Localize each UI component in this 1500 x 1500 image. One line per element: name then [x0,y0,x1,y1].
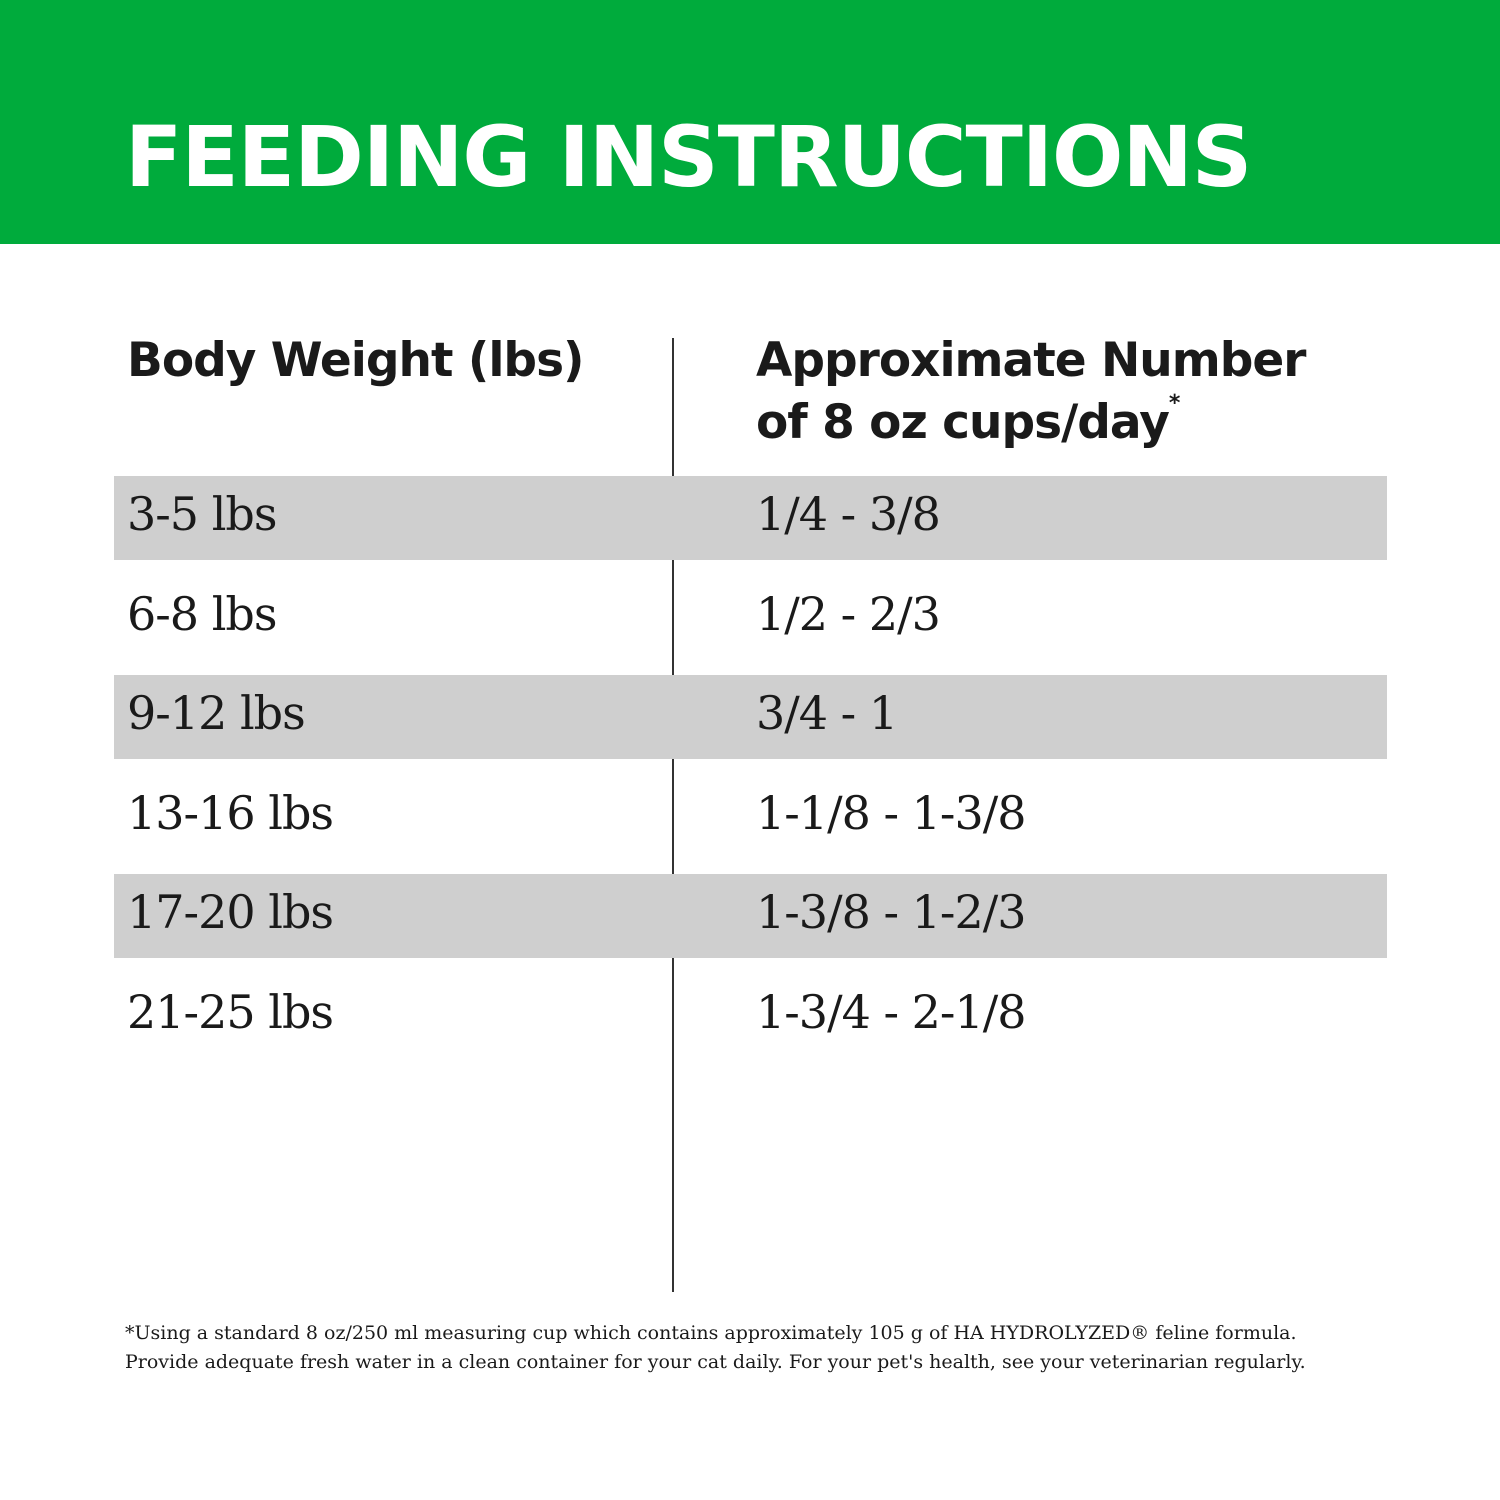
table-cell: 9-12 lbs [127,686,306,740]
table-cell: 1/2 - 2/3 [756,586,941,641]
table-cell: 13-16 lbs [127,785,334,840]
table-cell: 6-8 lbs [127,586,277,641]
footnote-marker: * [1168,391,1180,416]
header-line: of 8 oz cups/day [756,395,1170,450]
column-header: Approximate Number of 8 oz cups/day* [756,330,1306,454]
header-line: Approximate Number [756,333,1306,388]
row-stripe [114,476,1387,560]
footnote: Provide adequate fresh water in a clean … [125,1351,1306,1373]
header-line: Body Weight (lbs) [127,333,585,388]
header-band [0,0,1500,244]
table-cell: 3-5 lbs [127,487,277,541]
row-stripe [114,874,1387,958]
table-cell: 1-3/4 - 2-1/8 [756,984,1026,1039]
column-header: Body Weight (lbs) [127,330,585,392]
title: FEEDING INSTRUCTIONS [125,108,1252,206]
table-cell: 17-20 lbs [127,885,334,939]
table-cell: 1-3/8 - 1-2/3 [756,885,1026,939]
table-cell: 21-25 lbs [127,984,334,1039]
footnote: *Using a standard 8 oz/250 ml measuring … [125,1322,1297,1344]
table-cell: 3/4 - 1 [756,686,898,740]
row-stripe [114,675,1387,759]
column-divider [672,338,674,1292]
table-cell: 1-1/8 - 1-3/8 [756,785,1026,840]
table-cell: 1/4 - 3/8 [756,487,941,541]
